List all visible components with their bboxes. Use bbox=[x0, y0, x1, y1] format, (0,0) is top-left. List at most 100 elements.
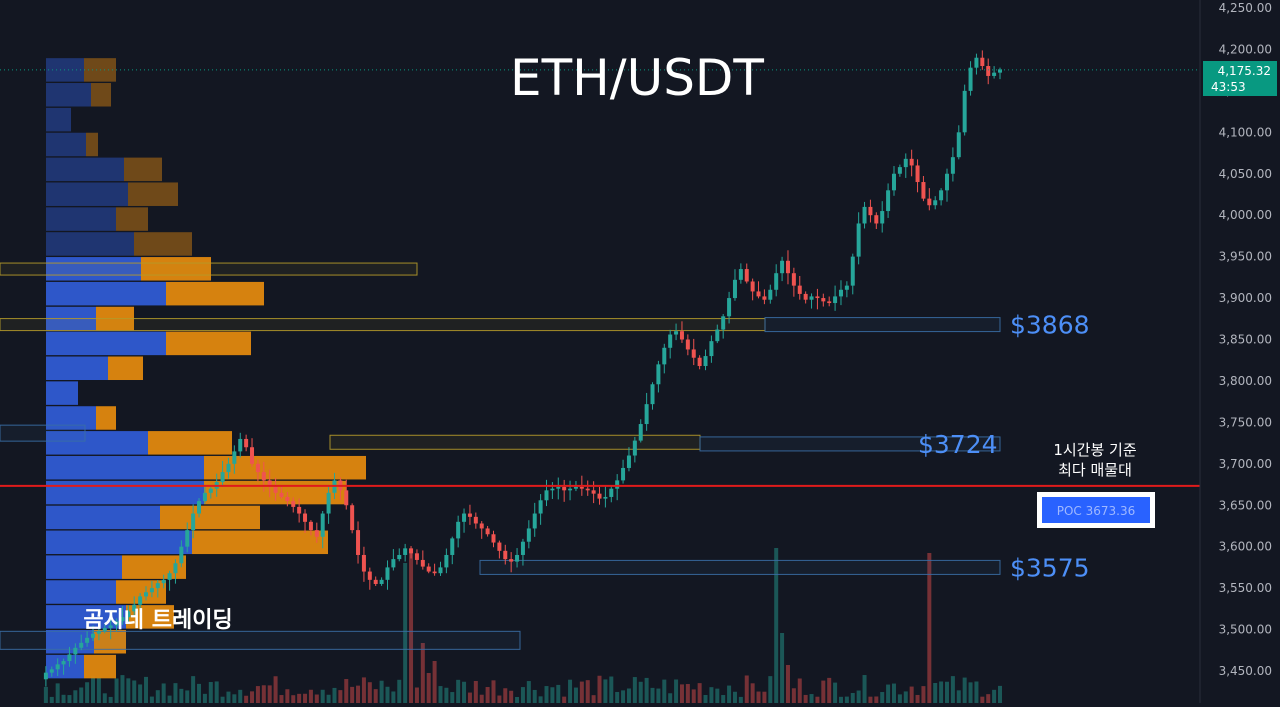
level-label: $3724 bbox=[918, 430, 998, 459]
candle-body bbox=[632, 440, 637, 456]
candle-body bbox=[55, 664, 60, 670]
volume-bar bbox=[485, 687, 490, 703]
volume-bar bbox=[591, 695, 596, 703]
volume-profile-sell-bar bbox=[204, 455, 366, 480]
volume-bar bbox=[939, 681, 944, 703]
candle-body bbox=[503, 550, 508, 560]
candle-body bbox=[167, 573, 172, 580]
candle-body bbox=[526, 528, 531, 542]
candle-body bbox=[438, 567, 443, 574]
candle-body bbox=[397, 554, 402, 560]
candle-body bbox=[638, 424, 643, 441]
volume-bar bbox=[197, 683, 202, 703]
volume-bar bbox=[202, 693, 207, 703]
volume-bar bbox=[250, 691, 255, 703]
candle-body bbox=[473, 516, 478, 524]
candle-body bbox=[597, 493, 602, 499]
candle-body bbox=[267, 480, 272, 488]
volume-bar bbox=[49, 696, 54, 703]
candle-body bbox=[426, 566, 431, 572]
candle-body bbox=[96, 631, 101, 634]
volume-bar bbox=[674, 679, 679, 703]
volume-bar bbox=[603, 679, 608, 703]
poc-note-line1: 1시간봉 기준 bbox=[1053, 441, 1137, 459]
volume-bar bbox=[497, 695, 502, 703]
volume-profile-sell-bar bbox=[148, 431, 232, 455]
volume-bar bbox=[638, 681, 643, 703]
candle-body bbox=[303, 513, 308, 522]
volume-bar bbox=[968, 682, 973, 703]
candle-body bbox=[155, 583, 160, 589]
candle-body bbox=[609, 488, 614, 497]
candle-body bbox=[43, 672, 48, 680]
candle-body bbox=[149, 588, 154, 593]
candle-body bbox=[61, 661, 66, 665]
candle-body bbox=[768, 289, 773, 300]
candle-body bbox=[361, 554, 366, 572]
candle-body bbox=[862, 206, 867, 224]
volume-bar bbox=[544, 686, 549, 703]
candle-body bbox=[715, 329, 720, 342]
candle-body bbox=[161, 579, 166, 584]
candle-body bbox=[909, 158, 914, 166]
volume-profile-buy-bar bbox=[46, 580, 116, 604]
candle-body bbox=[697, 357, 702, 367]
level-zone-box bbox=[329, 434, 701, 450]
candle-body bbox=[827, 301, 832, 304]
volume-profile-buy-bar bbox=[46, 132, 86, 157]
candle-body bbox=[126, 611, 131, 618]
candle-body bbox=[244, 438, 249, 448]
candle-body bbox=[67, 654, 72, 662]
volume-bar bbox=[344, 679, 349, 703]
candle-body bbox=[132, 604, 137, 612]
volume-bar bbox=[397, 679, 402, 703]
candle-body bbox=[179, 546, 184, 564]
candle-body bbox=[220, 472, 225, 483]
volume-bar bbox=[803, 694, 808, 703]
volume-bar bbox=[438, 686, 443, 703]
candle-body bbox=[721, 316, 726, 330]
volume-profile-sell-bar bbox=[116, 207, 148, 231]
volume-bar bbox=[91, 675, 96, 703]
volume-bar bbox=[862, 675, 867, 703]
candle-body bbox=[921, 182, 926, 199]
candle-body bbox=[833, 296, 838, 304]
volume-profile-buy-bar bbox=[46, 107, 71, 132]
volume-profile-sell-bar bbox=[94, 629, 126, 654]
volume-bar bbox=[61, 694, 66, 703]
volume-bar bbox=[332, 687, 337, 703]
watermark-text: 곰지네 트레이딩 bbox=[83, 608, 232, 633]
y-tick-label: 4,100.00 bbox=[1219, 125, 1272, 139]
level-zone-box bbox=[699, 436, 1001, 452]
volume-bar bbox=[226, 691, 231, 703]
volume-bar bbox=[96, 677, 101, 703]
volume-bar bbox=[992, 689, 997, 703]
candle-body bbox=[467, 513, 472, 517]
candle-body bbox=[444, 554, 449, 568]
volume-bar bbox=[179, 688, 184, 703]
candle-body bbox=[691, 349, 696, 358]
y-tick-label: 3,750.00 bbox=[1219, 415, 1272, 429]
volume-bar bbox=[320, 689, 325, 703]
volume-bar bbox=[385, 686, 390, 703]
level-label: $3868 bbox=[1010, 311, 1090, 340]
volume-bar bbox=[821, 680, 826, 703]
candle-body bbox=[815, 296, 820, 299]
volume-bar bbox=[149, 696, 154, 703]
price-axis-bg bbox=[1200, 0, 1280, 703]
candle-body bbox=[744, 269, 749, 282]
volume-bar bbox=[727, 685, 732, 703]
current-price-tag bbox=[1203, 61, 1277, 96]
volume-bar bbox=[815, 696, 820, 703]
candle-body bbox=[891, 173, 896, 191]
candle-body bbox=[479, 523, 484, 529]
y-tick-label: 3,900.00 bbox=[1219, 291, 1272, 305]
poc-label: POC 3673.36 bbox=[1057, 504, 1136, 518]
volume-bar bbox=[785, 665, 790, 703]
volume-bar bbox=[73, 690, 78, 703]
volume-bar bbox=[998, 685, 1002, 703]
candle-body bbox=[509, 559, 514, 562]
level-zone-box bbox=[0, 630, 521, 650]
